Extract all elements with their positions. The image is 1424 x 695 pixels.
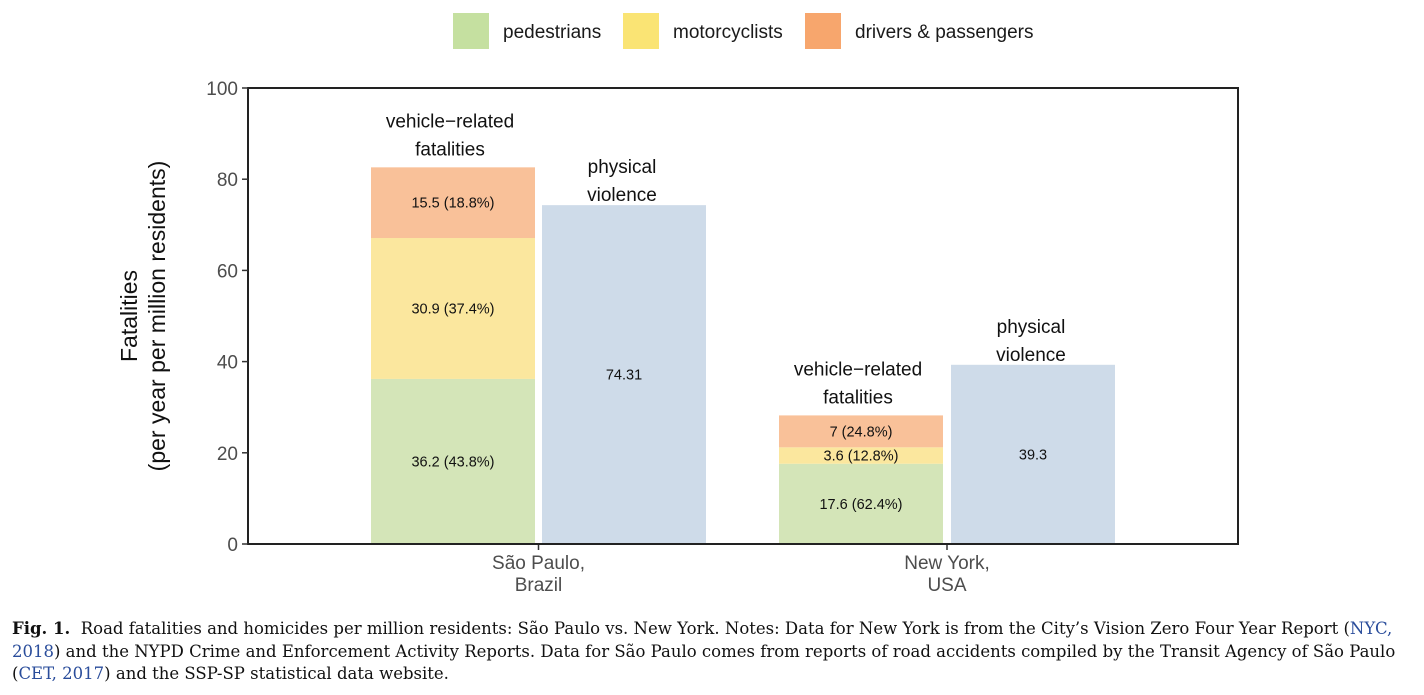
bar-1-pedestrians [779,463,943,544]
violence-title-line2-0: violence [587,185,657,206]
legend-label-pedestrians: pedestrians [503,22,601,43]
bar-0-drivers [371,167,535,239]
bar-0-pedestrians [371,378,535,544]
legend-swatch-pedestrians [453,13,489,49]
vehicle-title-line1-1: vehicle−related [794,359,922,380]
bar-1-violence [951,364,1115,544]
figure-caption: Fig. 1. Road fatalities and homicides pe… [12,618,1412,686]
legend-label-drivers: drivers & passengers [855,22,1033,43]
axes: São Paulo,Brazil New York,USA 0 20 40 60 80 100… [116,79,1239,596]
x-tick-label-line2-0: Brazil [515,575,563,596]
violence-title-line2-1: violence [996,345,1066,366]
reference-link-nyc[interactable]: NYC, 2018 [12,619,1393,661]
legend-swatch-motorcyclists [623,13,659,49]
segment-label-0-drivers: 15.5 (18.8%) [411,196,494,212]
y-tick-label-0: 0 [227,535,238,556]
plot-border [247,87,1239,545]
bars [371,167,1115,544]
violence-title-line1-1: physical [997,317,1066,338]
legend-label-motorcyclists: motorcyclists [673,22,783,43]
segment-label-0-pedestrians: 36.2 (43.8%) [411,454,494,470]
caption-text-3: ) and the SSP-SP statistical data websit… [104,664,449,683]
y-tick-label-40: 40 [217,353,238,374]
bar-0-motorcyclists [371,238,535,379]
caption-text-2: ) and the NYPD Crime and Enforcement Act… [12,641,1396,684]
segment-label-0-motorcyclists: 30.9 (37.4%) [411,301,494,317]
legend-swatch-drivers [805,13,841,49]
caption-text-1: Road fatalities and homicides per millio… [80,619,1350,638]
y-tick-label-60: 60 [217,261,238,282]
x-tick-label-line1-0: São Paulo, [492,553,585,574]
bar-1-drivers [779,415,943,448]
violence-title-line1-0: physical [588,157,657,178]
segment-label-1-motorcyclists: 3.6 (12.8%) [824,449,899,465]
segment-label-1-drivers: 7 (24.8%) [830,424,893,440]
vehicle-title-line1-0: vehicle−related [386,111,514,132]
vehicle-title-line2-1: fatalities [823,387,893,408]
bar-1-motorcyclists [779,447,943,464]
x-tick-label-line1-1: New York, [904,553,990,574]
y-axis-title-line1: Fatalities [116,270,142,362]
vehicle-title-line2-0: fatalities [415,139,485,160]
legend: pedestrians motorcyclists drivers & passen… [453,13,1033,49]
y-axis-title-line2: (per year per million residents) [144,161,170,472]
y-tick-label-100: 100 [206,79,238,100]
figure-label: Fig. 1. [12,619,71,638]
x-tick-label-line2-1: USA [927,575,966,596]
chart: pedestrians motorcyclists drivers & passen… [116,13,1239,596]
bar-labels: 36.2 (43.8%) 30.9 (37.4%) 15.5 (18.8%) vehi… [386,111,1066,513]
y-tick-label-80: 80 [217,170,238,191]
bar-0-violence [542,205,706,544]
violence-value-label-1: 39.3 [1019,447,1047,463]
reference-link-cet[interactable]: CET, 2017 [18,664,105,683]
segment-label-1-pedestrians: 17.6 (62.4%) [819,497,902,513]
violence-value-label-0: 74.31 [606,368,642,384]
y-tick-label-20: 20 [217,444,238,465]
